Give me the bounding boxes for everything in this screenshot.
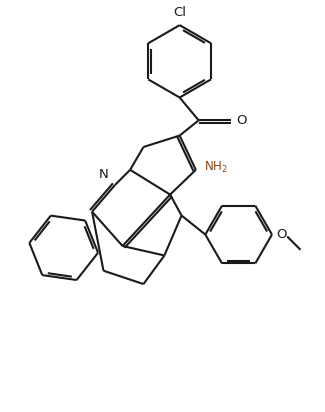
Text: Cl: Cl [173,7,186,19]
Text: O: O [277,228,287,241]
Text: NH$_2$: NH$_2$ [204,159,228,175]
Text: O: O [236,114,246,127]
Text: N: N [98,168,108,181]
